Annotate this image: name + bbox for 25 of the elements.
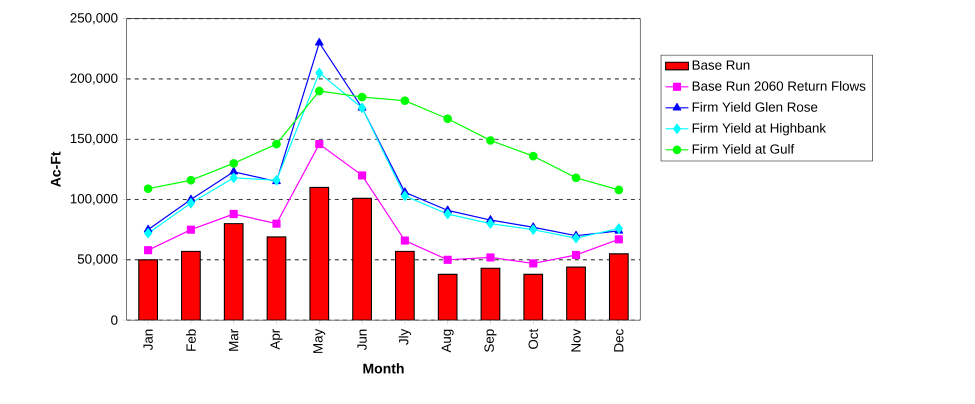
x-tick-label: Sep — [484, 329, 496, 352]
y-tick-label: 150,000 — [70, 134, 118, 145]
legend-label: Base Run 2060 Return Flows — [692, 80, 866, 91]
y-axis-title: Ac-Ft — [50, 152, 61, 187]
legend-label: Firm Yield Glen Rose — [692, 102, 818, 112]
x-tick-label: Nov — [571, 328, 581, 352]
y-tick-label: 250,000 — [70, 13, 118, 24]
y-tick-label: 200,000 — [70, 73, 118, 84]
x-tick-label: Jun — [357, 330, 367, 350]
x-tick-label: Mar — [229, 328, 238, 351]
legend-label: Firm Yield at Highbank — [692, 122, 826, 136]
legend-label: Base Run — [692, 60, 750, 70]
x-tick-label: Apr — [270, 328, 282, 350]
legend-label: Firm Yield at Gulf — [692, 144, 794, 154]
x-tick-label: Aug — [442, 330, 454, 352]
x-tick-label: Jly — [398, 328, 412, 345]
x-axis-title: Month — [363, 363, 404, 374]
x-tick-label: Dec — [614, 329, 624, 352]
x-tick-label: Oct — [528, 328, 538, 349]
y-tick-label: 100,000 — [70, 194, 118, 205]
y-tick-label: 0 — [111, 315, 118, 325]
x-tick-label: Feb — [186, 329, 196, 351]
x-tick-label: May — [313, 328, 326, 353]
y-tick-label: 50,000 — [78, 254, 118, 266]
x-tick-label: Jan — [143, 330, 153, 350]
